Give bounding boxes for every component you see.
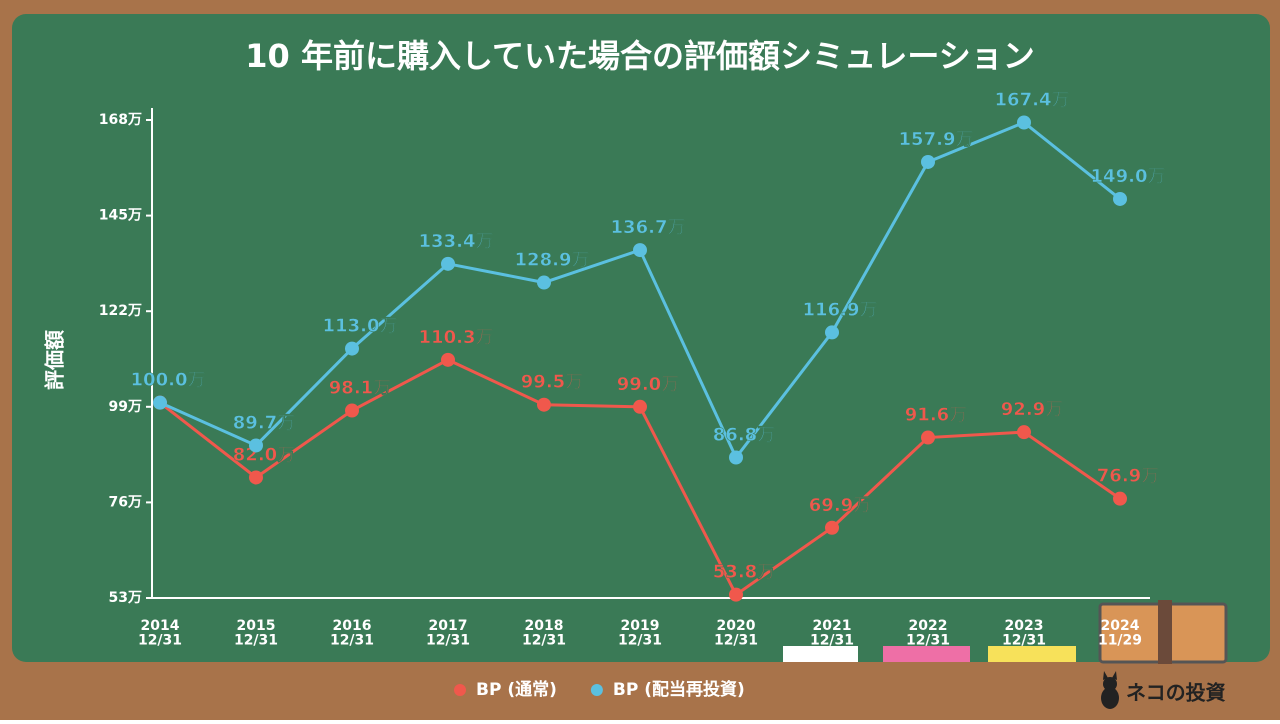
- chalk: [988, 646, 1076, 662]
- legend-marker: [590, 684, 603, 696]
- data-label: 110.3万: [419, 327, 494, 348]
- data-point: [153, 395, 167, 410]
- data-label: 86.8万: [713, 425, 775, 446]
- data-label: 76.9万: [1097, 466, 1159, 487]
- data-label: 92.9万: [1001, 399, 1063, 420]
- data-point: [1017, 115, 1031, 130]
- x-tick-label: 2022 12/31: [906, 618, 950, 649]
- data-label: 149.0万: [1091, 166, 1166, 187]
- y-tick-label: 122万: [99, 303, 142, 319]
- y-tick-label: 76万: [109, 494, 142, 510]
- data-point: [441, 256, 455, 271]
- chalk: [783, 646, 858, 662]
- x-tick-label: 2019 12/31: [618, 618, 662, 649]
- data-point: [345, 403, 359, 418]
- data-point: [537, 275, 551, 290]
- data-label: 99.0万: [617, 374, 679, 395]
- chalk: [883, 646, 970, 662]
- y-tick-label: 99万: [109, 399, 142, 415]
- cat-icon: [1101, 671, 1119, 709]
- data-point: [1113, 491, 1127, 506]
- data-label: 82.0万: [233, 444, 295, 465]
- data-point: [825, 325, 839, 340]
- y-tick-label: 168万: [99, 112, 142, 128]
- data-point: [345, 341, 359, 356]
- data-point: [441, 352, 455, 367]
- y-axis-label: 評価額: [43, 330, 67, 390]
- x-tick-label: 2015 12/31: [234, 618, 278, 649]
- legend-label: BP (通常): [476, 679, 557, 700]
- data-label: 89.7万: [233, 412, 295, 433]
- data-label: 167.4万: [995, 89, 1070, 110]
- x-tick-label: 2024 11/29: [1098, 618, 1142, 649]
- data-label: 116.9万: [803, 299, 878, 320]
- chart-title: 10 年前に購入していた場合の評価額シミュレーション: [245, 37, 1034, 75]
- data-point: [537, 397, 551, 412]
- data-label: 157.9万: [899, 129, 974, 150]
- brand: ネコの投資: [1126, 681, 1226, 705]
- x-tick-label: 2016 12/31: [330, 618, 374, 649]
- data-point: [633, 399, 647, 414]
- data-point: [249, 470, 263, 485]
- board: [12, 14, 1270, 662]
- eraser: [1098, 600, 1228, 664]
- data-label: 128.9万: [515, 250, 590, 271]
- data-label: 133.4万: [419, 231, 494, 252]
- data-point: [249, 438, 263, 453]
- data-point: [825, 520, 839, 535]
- data-label: 98.1万: [329, 378, 391, 399]
- data-label: 91.6万: [905, 405, 967, 426]
- data-label: 99.5万: [521, 372, 583, 393]
- data-point: [921, 430, 935, 445]
- legend-label: BP (配当再投資): [613, 679, 745, 700]
- data-label: 53.8万: [713, 562, 775, 583]
- data-label: 69.9万: [809, 495, 871, 516]
- legend-marker: [454, 684, 466, 696]
- x-tick-label: 2023 12/31: [1002, 618, 1046, 649]
- data-label: 100.0万: [131, 370, 206, 391]
- data-point: [1113, 191, 1127, 206]
- x-tick-label: 2014 12/31: [138, 618, 182, 649]
- data-point: [1017, 425, 1031, 440]
- data-label: 136.7万: [611, 217, 686, 238]
- y-tick-label: 145万: [99, 208, 142, 224]
- x-tick-label: 2017 12/31: [426, 618, 470, 649]
- data-label: 113.0万: [323, 316, 398, 337]
- x-tick-label: 2018 12/31: [522, 618, 566, 649]
- x-tick-label: 2020 12/31: [714, 618, 758, 649]
- data-point: [729, 450, 743, 465]
- y-tick-label: 53万: [109, 590, 142, 606]
- data-point: [921, 154, 935, 169]
- data-point: [633, 243, 647, 258]
- data-point: [729, 587, 743, 602]
- x-tick-label: 2021 12/31: [810, 618, 854, 649]
